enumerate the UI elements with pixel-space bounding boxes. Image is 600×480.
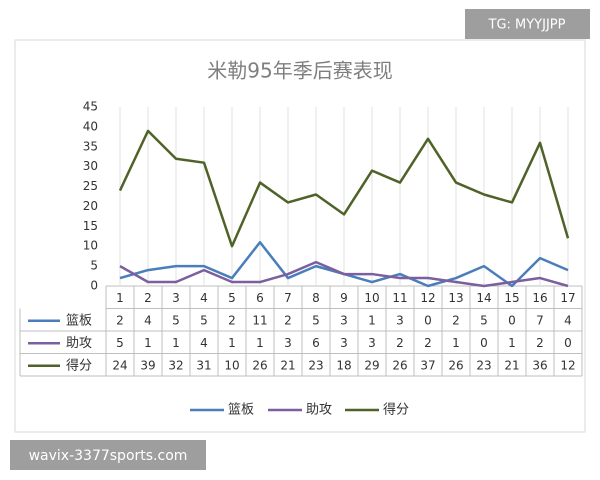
table-cell: 4 bbox=[564, 313, 572, 327]
table-cell: 39 bbox=[140, 358, 155, 372]
table-cell: 12 bbox=[560, 358, 575, 372]
table-cell: 21 bbox=[504, 358, 519, 372]
x-tick-label: 17 bbox=[560, 291, 575, 305]
table-cell: 24 bbox=[112, 358, 127, 372]
x-tick-label: 5 bbox=[228, 291, 236, 305]
table-cell: 3 bbox=[340, 313, 348, 327]
chart-title: 米勒95年季后赛表现 bbox=[207, 59, 392, 83]
watermark-box bbox=[10, 440, 206, 470]
table-cell: 2 bbox=[116, 313, 124, 327]
table-cell: 26 bbox=[448, 358, 463, 372]
x-tick-label: 4 bbox=[200, 291, 208, 305]
row-label: 篮板 bbox=[66, 313, 92, 328]
table-cell: 2 bbox=[452, 313, 460, 327]
table-cell: 2 bbox=[536, 336, 544, 350]
table-cell: 1 bbox=[256, 336, 264, 350]
table-cell: 5 bbox=[200, 313, 208, 327]
table-cell: 4 bbox=[144, 313, 152, 327]
legend-label: 篮板 bbox=[228, 403, 254, 418]
table-cell: 1 bbox=[508, 336, 516, 350]
watermark: TG: MYYJJPP bbox=[488, 18, 566, 33]
table-cell: 1 bbox=[452, 336, 460, 350]
table-cell: 5 bbox=[312, 313, 320, 327]
x-tick-label: 2 bbox=[144, 291, 152, 305]
table-cell: 5 bbox=[172, 313, 180, 327]
table-cell: 0 bbox=[424, 313, 432, 327]
row-label: 得分 bbox=[66, 357, 92, 373]
table-cell: 18 bbox=[336, 358, 351, 372]
table-cell: 6 bbox=[312, 336, 320, 350]
x-tick-label: 1 bbox=[116, 291, 124, 305]
y-tick-label: 30 bbox=[83, 159, 98, 173]
x-tick-label: 14 bbox=[476, 291, 491, 305]
table-cell: 37 bbox=[420, 358, 435, 372]
table-cell: 26 bbox=[392, 358, 407, 372]
table-cell: 1 bbox=[228, 336, 236, 350]
table-cell: 3 bbox=[284, 336, 292, 350]
table-cell: 10 bbox=[224, 358, 239, 372]
table-cell: 23 bbox=[476, 358, 491, 372]
table-cell: 3 bbox=[340, 336, 348, 350]
x-tick-label: 10 bbox=[364, 291, 379, 305]
x-tick-label: 9 bbox=[340, 291, 348, 305]
x-tick-label: 16 bbox=[532, 291, 547, 305]
y-tick-label: 5 bbox=[90, 259, 98, 273]
y-tick-label: 35 bbox=[83, 139, 98, 153]
table-cell: 1 bbox=[172, 336, 180, 350]
chart-frame bbox=[14, 39, 586, 433]
y-tick-label: 20 bbox=[83, 199, 98, 213]
watermark-box bbox=[465, 9, 590, 39]
y-tick-label: 15 bbox=[83, 219, 98, 233]
x-tick-label: 7 bbox=[284, 291, 292, 305]
y-tick-label: 25 bbox=[83, 179, 98, 193]
table-cell: 29 bbox=[364, 358, 379, 372]
table-cell: 23 bbox=[308, 358, 323, 372]
table-cell: 5 bbox=[480, 313, 488, 327]
table-cell: 3 bbox=[368, 336, 376, 350]
table-cell: 1 bbox=[144, 336, 152, 350]
legend-label: 助攻 bbox=[306, 403, 332, 418]
table-cell: 0 bbox=[564, 336, 572, 350]
table-cell: 3 bbox=[396, 313, 404, 327]
series-line bbox=[119, 260, 569, 288]
x-tick-label: 8 bbox=[312, 291, 320, 305]
table-cell: 2 bbox=[424, 336, 432, 350]
table-cell: 31 bbox=[196, 358, 211, 372]
x-tick-label: 12 bbox=[420, 291, 435, 305]
x-tick-label: 3 bbox=[172, 291, 180, 305]
table-cell: 2 bbox=[228, 313, 236, 327]
table-cell: 26 bbox=[252, 358, 267, 372]
x-tick-label: 13 bbox=[448, 291, 463, 305]
y-tick-label: 45 bbox=[83, 100, 98, 114]
x-tick-label: 6 bbox=[256, 291, 264, 305]
y-tick-label: 0 bbox=[90, 279, 98, 293]
table-cell: 11 bbox=[252, 313, 267, 327]
table-cell: 0 bbox=[480, 336, 488, 350]
table-cell: 1 bbox=[368, 313, 376, 327]
watermark: wavix-3377sports.com bbox=[29, 448, 188, 464]
table-cell: 2 bbox=[284, 313, 292, 327]
legend-label: 得分 bbox=[383, 402, 409, 418]
table-cell: 2 bbox=[396, 336, 404, 350]
y-tick-label: 40 bbox=[83, 119, 98, 133]
table-cell: 36 bbox=[532, 358, 547, 372]
table-cell: 5 bbox=[116, 336, 124, 350]
x-tick-label: 15 bbox=[504, 291, 519, 305]
y-tick-label: 10 bbox=[83, 239, 98, 253]
table-cell: 0 bbox=[508, 313, 516, 327]
series-line bbox=[118, 129, 570, 248]
table-cell: 7 bbox=[536, 313, 544, 327]
table-cell: 4 bbox=[200, 336, 208, 350]
x-tick-label: 11 bbox=[392, 291, 407, 305]
table-cell: 32 bbox=[168, 358, 183, 372]
table-cell: 21 bbox=[280, 358, 295, 372]
row-label: 助攻 bbox=[66, 336, 92, 351]
